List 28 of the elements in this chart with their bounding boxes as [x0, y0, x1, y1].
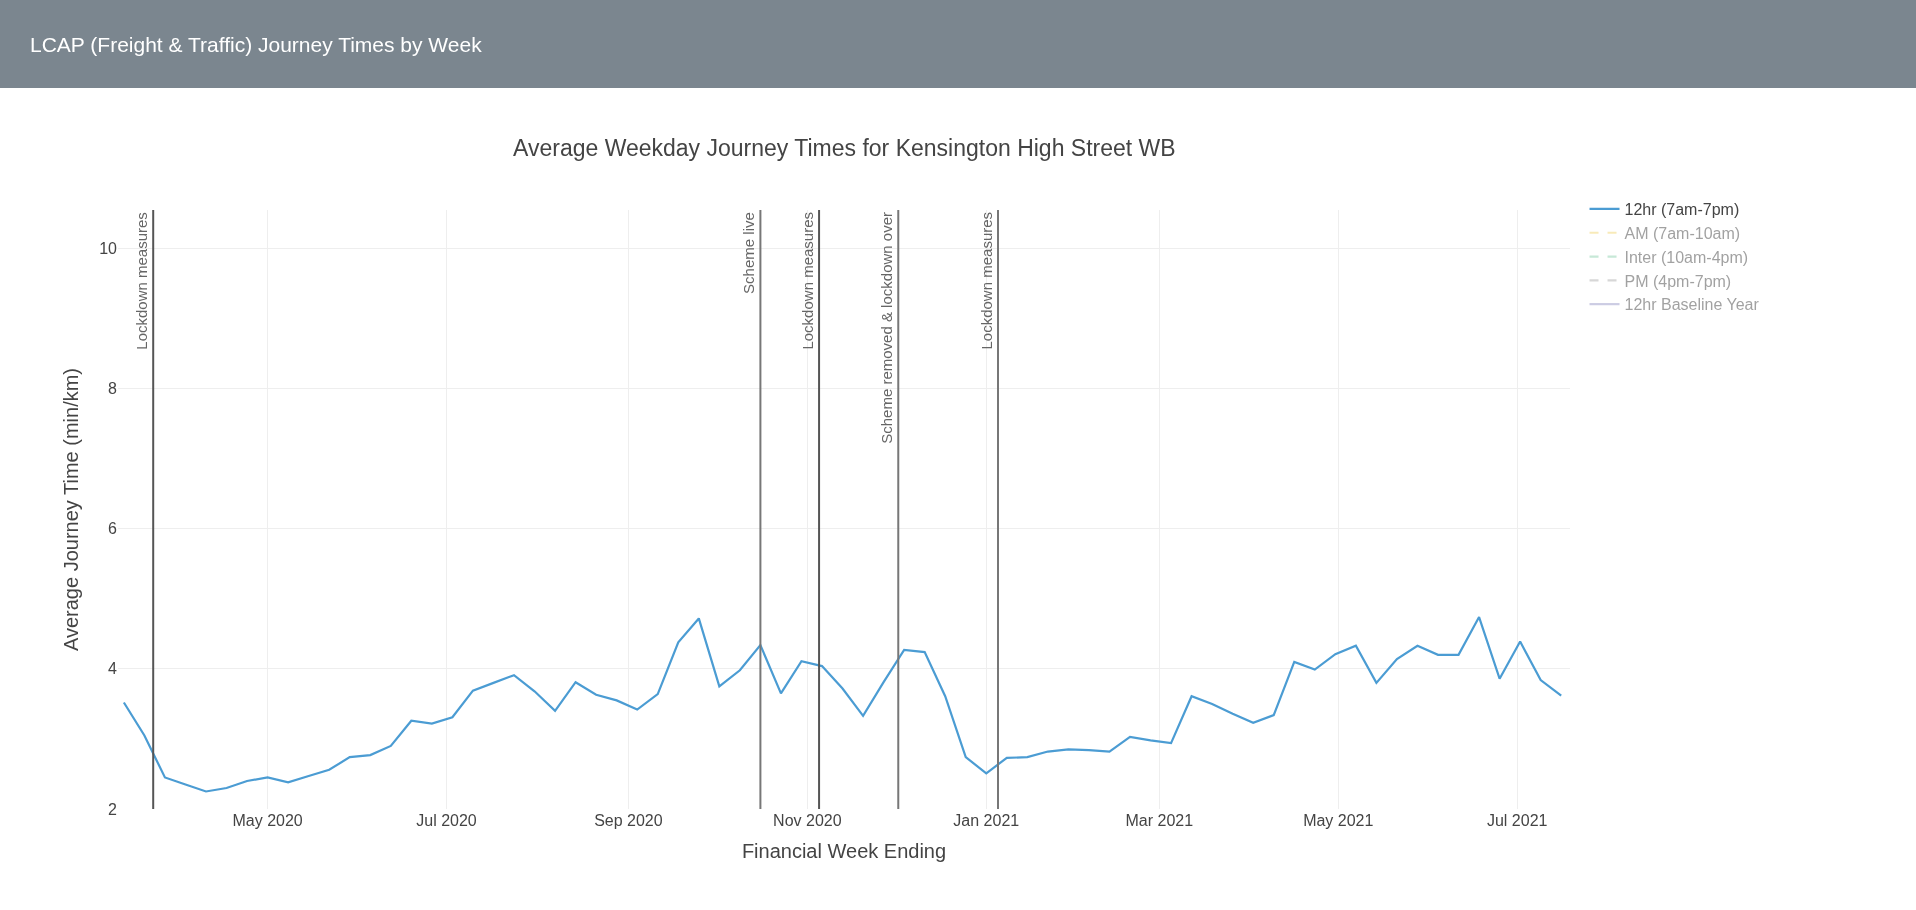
x-tick-label: May 2021 — [1303, 812, 1374, 829]
legend-label: 12hr Baseline Year — [1624, 296, 1760, 314]
ref-line-label: Lockdown measures — [977, 211, 995, 350]
x-tick-label: Mar 2021 — [1125, 812, 1194, 829]
ref-line-label: Scheme removed & lockdown over — [877, 211, 895, 444]
ref-line-label: Scheme live — [739, 212, 757, 294]
y-axis-title: Average Journey Time (min/km) — [59, 367, 82, 652]
ref-line-label: Lockdown measures — [798, 211, 816, 350]
x-tick-label: Nov 2020 — [773, 812, 842, 829]
chart-subtitle: Average Weekday Journey Times for Kensington High Street WB — [513, 135, 1176, 161]
y-tick-label: 8 — [108, 380, 118, 398]
line-series — [122, 615, 1563, 793]
legend-label: Inter (10am-4pm) — [1624, 248, 1749, 266]
x-tick-label: Jan 2021 — [953, 812, 1020, 829]
y-tick-label: 4 — [108, 660, 118, 678]
legend-label: 12hr (7am-7pm) — [1624, 201, 1740, 219]
x-tick-label: May 2020 — [232, 812, 303, 829]
x-tick-label: Jul 2020 — [416, 812, 477, 829]
x-tick-label: Jul 2021 — [1486, 812, 1548, 829]
y-tick-label: 2 — [108, 800, 118, 818]
chart-title: LCAP (Freight & Traffic) Journey Times by Week — [30, 33, 483, 56]
ref-line-label: Lockdown measures — [132, 212, 150, 350]
x-tick-label: Sep 2020 — [594, 812, 663, 829]
x-axis-title: Financial Week Ending — [741, 839, 947, 862]
legend-label: AM (7am-10am) — [1624, 224, 1741, 242]
legend-label: PM (4pm-7pm) — [1624, 272, 1732, 290]
y-tick-label: 10 — [99, 240, 118, 258]
y-tick-label: 6 — [108, 520, 118, 538]
